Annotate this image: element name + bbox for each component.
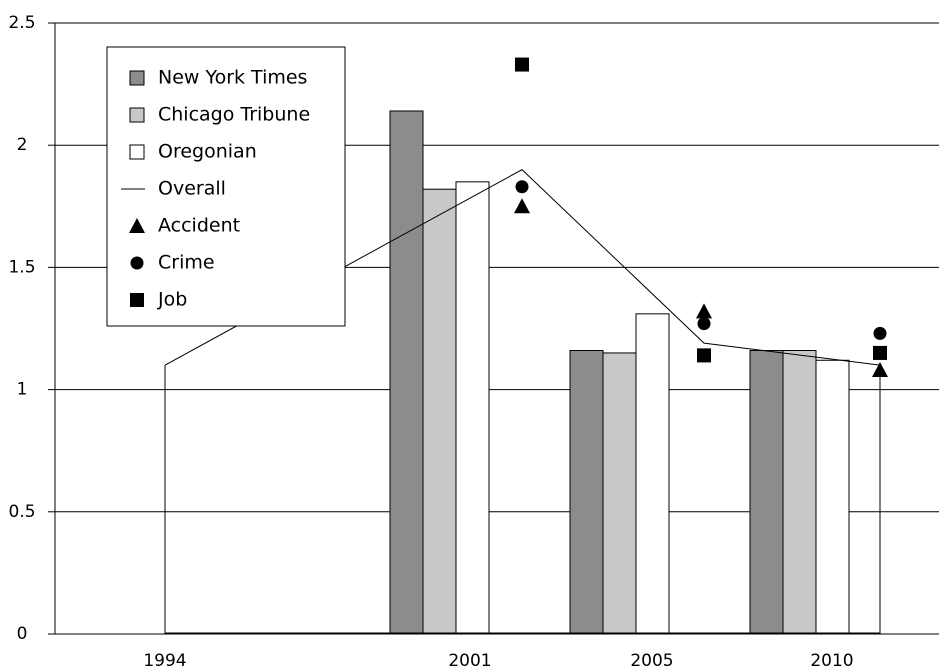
marker <box>515 57 529 72</box>
marker <box>872 362 888 378</box>
x-tick-label: 2001 <box>448 651 491 671</box>
legend-label: Accident <box>158 215 240 237</box>
legend-swatch <box>129 218 145 233</box>
bar <box>422 188 457 635</box>
marker <box>873 345 887 360</box>
bar <box>635 313 670 635</box>
y-tick-label: 0.5 <box>8 502 35 522</box>
legend-swatch <box>129 70 145 86</box>
marker <box>696 303 712 319</box>
legend-label: Oregonian <box>158 141 257 163</box>
x-tick-label: 2005 <box>630 651 673 671</box>
y-tick-label: 0 <box>17 624 28 644</box>
marker <box>697 348 711 363</box>
bar <box>389 110 424 635</box>
legend-label: Chicago Tribune <box>158 104 310 126</box>
y-tick-label: 2 <box>17 135 28 155</box>
y-tick-label: 1 <box>17 380 28 400</box>
legend-label: Crime <box>158 252 215 274</box>
bar <box>569 349 604 635</box>
bar <box>782 349 817 635</box>
legend-label: Overall <box>158 178 226 200</box>
marker <box>697 317 711 331</box>
bar <box>602 352 637 635</box>
legend: New York Times Chicago Tribune Oregonian Ov… <box>106 46 346 327</box>
legend-swatch <box>130 256 144 270</box>
x-tick-label: 2010 <box>810 651 853 671</box>
marker <box>515 180 529 194</box>
y-tick-label: 2.5 <box>8 13 35 33</box>
legend-swatch <box>129 107 145 123</box>
legend-label: New York Times <box>158 67 307 89</box>
marker <box>514 198 530 214</box>
legend-label: Job <box>157 289 187 311</box>
legend-swatch <box>129 144 145 160</box>
legend-box <box>106 46 346 327</box>
x-tick-label: 1994 <box>143 651 186 671</box>
legend-swatch <box>130 293 144 307</box>
bar <box>455 181 490 635</box>
bar <box>749 349 784 635</box>
y-tick-label: 1.5 <box>8 257 35 277</box>
bar <box>815 359 850 635</box>
marker <box>873 326 887 340</box>
